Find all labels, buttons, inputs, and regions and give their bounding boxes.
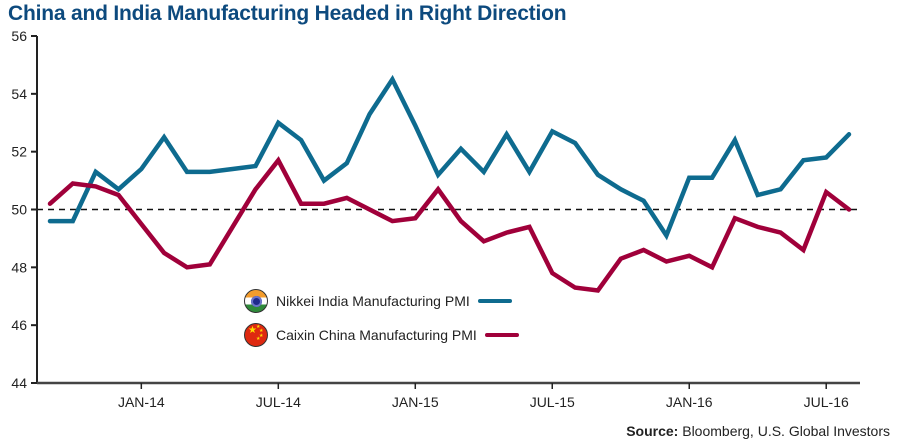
x-tick-label: JUL-15 xyxy=(530,394,575,410)
series-group xyxy=(47,74,852,293)
x-ticks: JAN-14 JUL-14 JAN-15 JUL-15 JAN-16 JUL-16 xyxy=(118,383,849,410)
legend-swatch-china xyxy=(484,333,519,337)
x-tick-label: JAN-16 xyxy=(666,394,713,410)
y-tick-label: 44 xyxy=(11,375,27,391)
legend-swatch-india xyxy=(477,299,512,303)
china-flag-icon: ★ ★ ★ ★ ★ xyxy=(244,323,268,347)
legend: Nikkei India Manufacturing PMI ★ ★ ★ ★ ★… xyxy=(244,284,519,352)
series-line-india xyxy=(47,74,852,241)
india-flag-icon xyxy=(244,289,268,313)
y-tick-label: 54 xyxy=(11,86,27,102)
y-tick-label: 48 xyxy=(11,259,27,275)
legend-item-india: Nikkei India Manufacturing PMI xyxy=(244,284,519,318)
y-tick-label: 50 xyxy=(11,202,27,218)
series-line-china xyxy=(47,156,852,293)
legend-label-china: Caixin China Manufacturing PMI xyxy=(276,327,477,343)
x-tick-label: JUL-16 xyxy=(804,394,849,410)
x-tick-label: JUL-14 xyxy=(256,394,301,410)
y-ticks: 44 46 48 50 52 54 56 xyxy=(11,28,37,391)
chart-title: China and India Manufacturing Headed in … xyxy=(8,2,567,25)
y-tick-label: 52 xyxy=(11,144,27,160)
y-tick-label: 46 xyxy=(11,317,27,333)
x-tick-label: JAN-15 xyxy=(392,394,439,410)
y-tick-label: 56 xyxy=(11,28,27,44)
x-tick-label: JAN-14 xyxy=(118,394,165,410)
source-prefix: Source: xyxy=(626,423,679,439)
legend-label-india: Nikkei India Manufacturing PMI xyxy=(276,293,470,309)
source-note: Source: Bloomberg, U.S. Global Investors xyxy=(626,423,890,439)
legend-item-china: ★ ★ ★ ★ ★ Caixin China Manufacturing PMI xyxy=(244,318,519,352)
source-text: Bloomberg, U.S. Global Investors xyxy=(678,423,890,439)
